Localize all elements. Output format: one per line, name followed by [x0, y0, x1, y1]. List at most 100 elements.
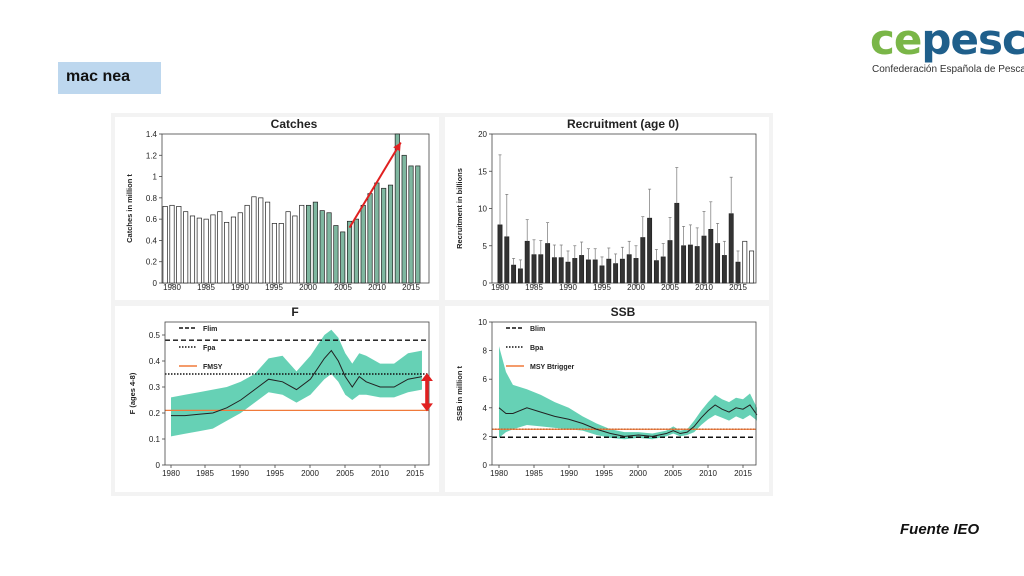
recruitment-bar	[708, 229, 714, 284]
recruitment-bar	[721, 255, 727, 284]
recruitment-bar	[728, 213, 734, 284]
recruitment-bar	[667, 240, 673, 284]
catch-bar	[224, 221, 230, 284]
x-tick-label: 1995	[266, 469, 284, 478]
legend-label: Bpa	[530, 345, 543, 352]
catch-bar	[333, 225, 339, 284]
catch-bar	[408, 165, 414, 284]
y-tick-label: 0.6	[146, 215, 158, 224]
catch-bar	[299, 204, 305, 284]
catch-bar	[367, 193, 373, 284]
x-tick-label: 2015	[734, 469, 752, 478]
logo-subtitle: Confederación Española de Pesca	[872, 64, 1024, 75]
catch-bar	[162, 206, 168, 284]
x-tick-label: 2015	[729, 283, 747, 292]
recruitment-bar	[504, 236, 510, 284]
legend-label: FMSY	[203, 364, 223, 371]
recruitment-bar	[742, 240, 748, 284]
recruitment-bar	[735, 261, 741, 284]
y-tick-label: 5	[483, 242, 488, 251]
x-tick-label: 1980	[163, 283, 181, 292]
y-tick-label: 10	[478, 205, 487, 214]
panel-f-bg	[115, 306, 439, 492]
x-tick-label: 1995	[593, 283, 611, 292]
chart-title-3: SSB	[611, 305, 636, 319]
charts-svg: Catches Catches in million t 0 0.2 0.4 0.6 0.8…	[111, 113, 773, 496]
recruitment-bar	[545, 243, 551, 284]
gap-arrow-head-bottom	[420, 403, 433, 412]
catch-bar	[326, 212, 332, 284]
x-tick-label: 1990	[231, 283, 249, 292]
y-tick-label: 0.2	[146, 258, 158, 267]
legend-label: MSY Btrigger	[530, 364, 574, 371]
logo-word-ce: ce	[870, 15, 922, 64]
chart-title-2: F	[291, 305, 298, 319]
cepesca-logo: cepesca Confederación Española de Pesca	[868, 15, 1024, 80]
catch-bar	[319, 210, 325, 284]
recruitment-bar	[640, 237, 646, 284]
y-axis-label-0: Catches in million t	[125, 174, 134, 243]
recruitment-bar	[653, 260, 659, 284]
plot-frame-2	[164, 321, 430, 466]
y-tick-label: 0	[483, 279, 488, 288]
x-tick-label: 1985	[197, 283, 215, 292]
catch-bar	[387, 184, 394, 284]
recruitment-bar	[572, 258, 578, 284]
x-tick-label: 1980	[490, 469, 508, 478]
recruitment-bar	[579, 255, 585, 284]
chart-title-1: Recruitment (age 0)	[567, 117, 679, 131]
recruitment-bar	[613, 263, 619, 284]
recruitment-bar	[606, 258, 612, 284]
y-tick-label: 4	[483, 404, 488, 413]
catch-bar	[230, 216, 237, 284]
confidence-band-2	[171, 329, 422, 437]
x-tick-label: 2005	[664, 469, 682, 478]
catch-bar	[210, 214, 216, 284]
catch-bar	[394, 133, 400, 284]
catch-bar	[353, 218, 359, 284]
recruitment-bar	[517, 268, 523, 284]
y-tick-label: 0.1	[149, 435, 161, 444]
catch-bar	[374, 182, 380, 284]
recruitment-bar	[633, 258, 639, 284]
recruitment-bar	[592, 259, 598, 284]
x-tick-label: 1980	[162, 469, 180, 478]
recruitment-bar	[715, 243, 721, 284]
y-tick-label: 1.4	[146, 130, 158, 139]
catch-bar	[306, 204, 312, 284]
estimate-line-2	[171, 349, 423, 417]
y-tick-label: 10	[478, 318, 487, 327]
y-tick-label: 1	[153, 173, 158, 182]
y-tick-label: 0	[483, 461, 488, 470]
x-tick-label: 2000	[299, 283, 317, 292]
x-tick-label: 2015	[402, 283, 420, 292]
x-tick-label: 2005	[336, 469, 354, 478]
y-tick-label: 20	[478, 130, 487, 139]
increase-arrow-head	[393, 142, 401, 152]
y-tick-label: 0.4	[146, 236, 158, 245]
recruitment-bar	[626, 254, 632, 284]
y-tick-label: 2	[483, 432, 488, 441]
chart-title-0: Catches	[271, 117, 318, 131]
catch-bar	[278, 223, 284, 284]
x-tick-label: 1990	[560, 469, 578, 478]
gap-arrow-head-top	[420, 373, 433, 381]
y-axis-label-1: Recruitment in billions	[455, 168, 464, 249]
recruitment-bar	[694, 246, 700, 284]
x-tick-label: 1985	[525, 283, 543, 292]
y-tick-label: 15	[478, 167, 487, 176]
catch-bar	[340, 231, 346, 284]
y-tick-label: 0	[156, 461, 161, 470]
catch-bar	[258, 197, 264, 284]
catch-bar	[251, 196, 257, 284]
x-tick-label: 2000	[629, 469, 647, 478]
confidence-band-3	[499, 346, 757, 440]
y-tick-label: 0.3	[149, 383, 161, 392]
x-tick-label: 2010	[699, 469, 717, 478]
catch-bar	[203, 218, 209, 284]
y-tick-label: 0	[153, 279, 158, 288]
logo-word-pesca: pesca	[921, 15, 1024, 64]
y-tick-label: 1.2	[146, 151, 158, 160]
x-tick-label: 1990	[231, 469, 249, 478]
stock-assessment-figure: Catches Catches in million t 0 0.2 0.4 0.6 0.8…	[111, 113, 773, 496]
